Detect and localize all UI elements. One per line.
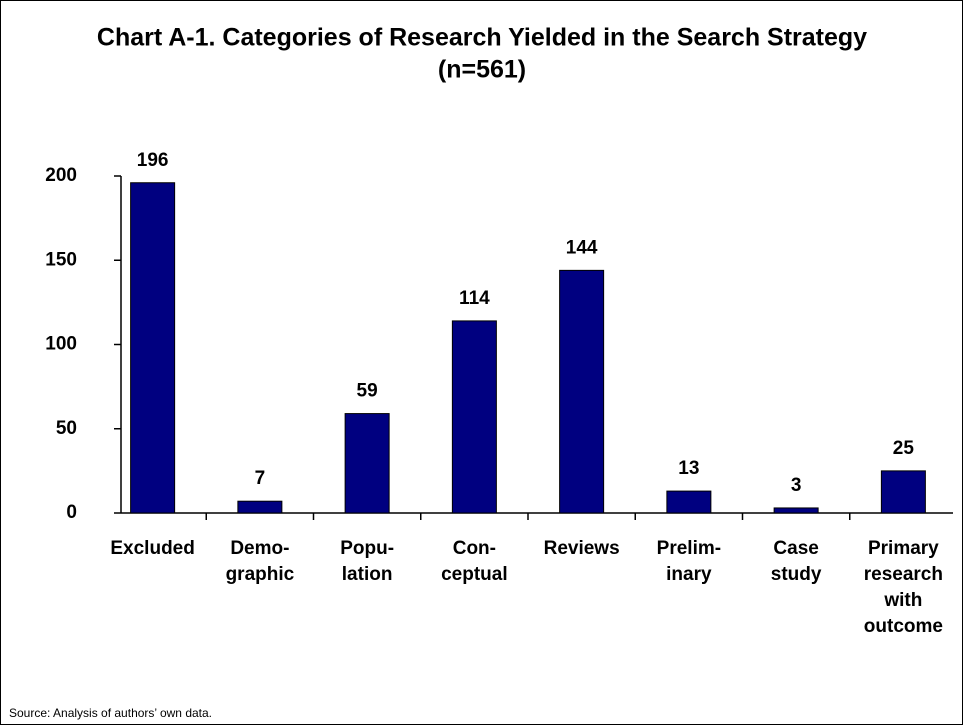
bar xyxy=(130,182,176,514)
value-label: 25 xyxy=(893,438,915,459)
bar xyxy=(237,500,283,514)
y-tick-label: 100 xyxy=(45,334,77,355)
value-label: 114 xyxy=(459,288,490,309)
x-tick-label: Prelim- inary xyxy=(656,538,722,585)
value-label: 13 xyxy=(678,458,699,479)
bar xyxy=(773,507,819,514)
x-tick-label: Case study xyxy=(770,538,822,585)
value-label: 3 xyxy=(791,475,802,496)
value-label: 144 xyxy=(566,237,598,258)
bar xyxy=(666,490,712,514)
bar xyxy=(344,413,390,514)
chart-title: Chart A-1. Categories of Research Yielde… xyxy=(97,24,867,52)
bar xyxy=(451,320,497,514)
bar xyxy=(559,269,605,514)
y-tick-label: 150 xyxy=(45,249,77,270)
x-tick-label: Excluded xyxy=(110,538,195,559)
source-note: Source: Analysis of authors’ own data. xyxy=(9,706,213,720)
x-tick-label: Con- ceptual xyxy=(441,538,508,585)
chart-subtitle: (n=561) xyxy=(438,56,526,84)
bar xyxy=(880,470,926,514)
x-tick-label: Reviews xyxy=(543,538,620,559)
x-tick-label: Popu- lation xyxy=(340,538,395,585)
value-label: 7 xyxy=(255,468,266,489)
value-label: 59 xyxy=(357,381,378,402)
y-tick-label: 50 xyxy=(56,418,77,439)
value-label: 196 xyxy=(137,150,169,171)
y-tick-label: 0 xyxy=(66,502,77,523)
x-tick-label: Primary research with outcome xyxy=(863,538,943,637)
y-tick-label: 200 xyxy=(45,165,77,186)
x-tick-label: Demo- graphic xyxy=(225,538,295,585)
